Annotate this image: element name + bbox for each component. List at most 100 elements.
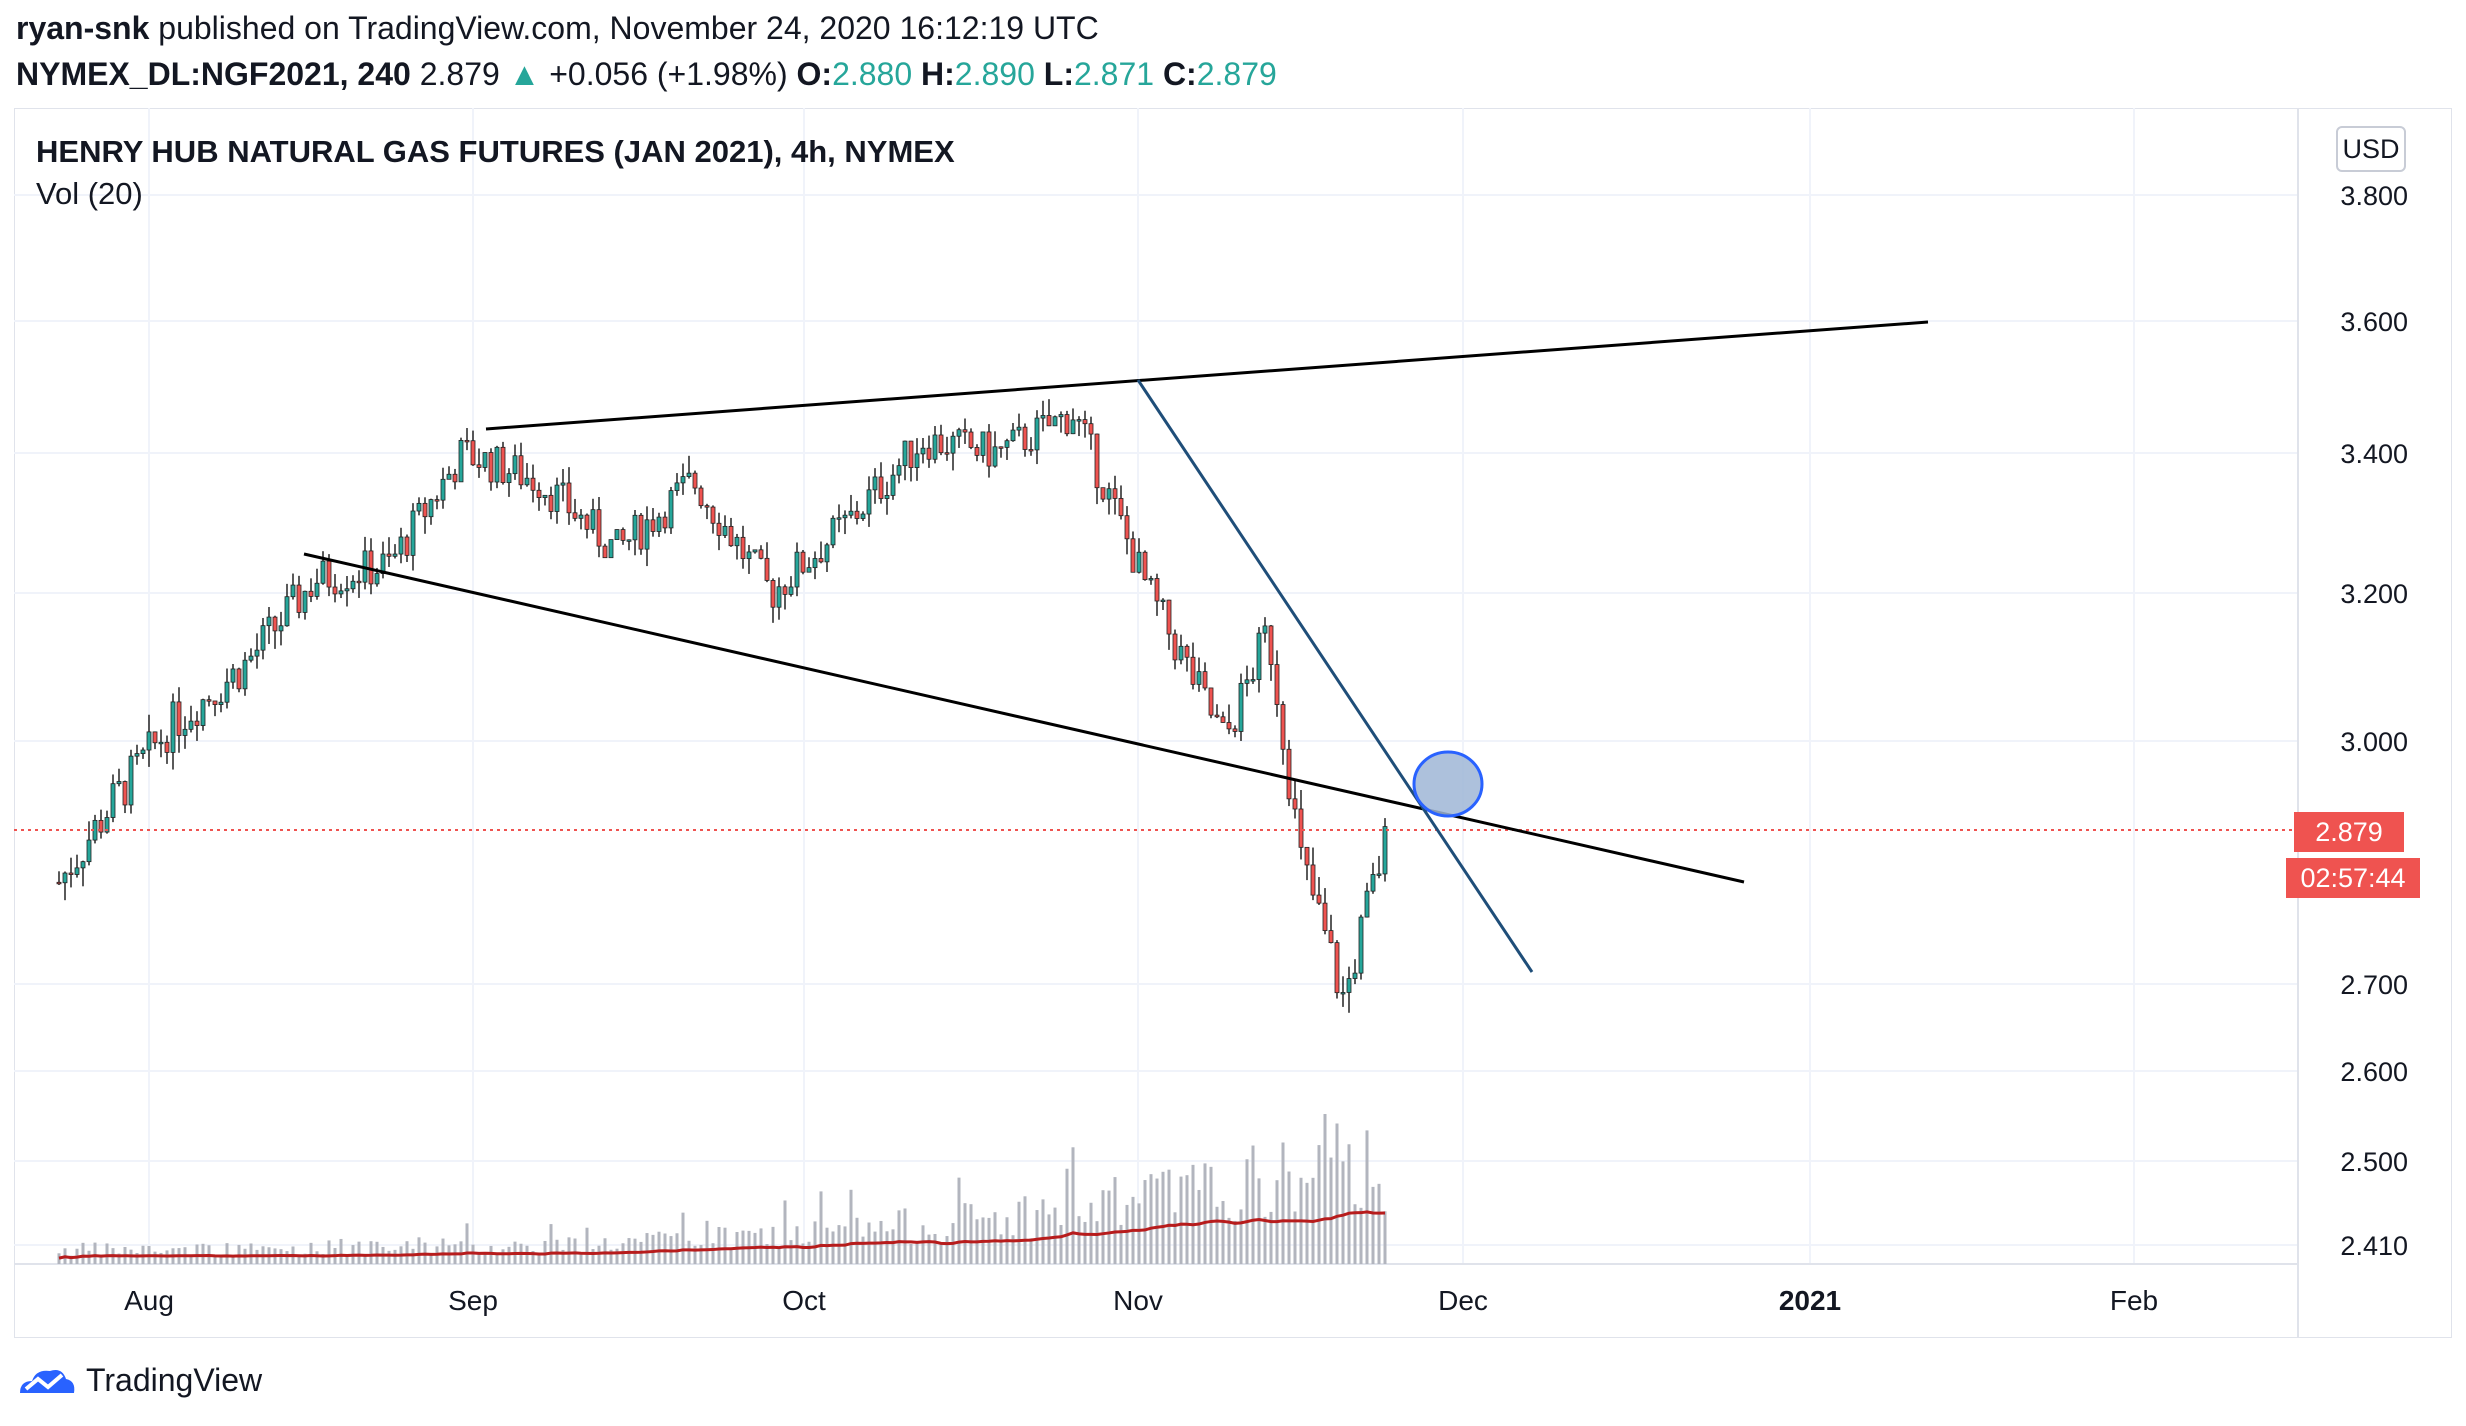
volume-bar <box>1377 1183 1381 1264</box>
candle-body <box>206 699 212 702</box>
volume-bar <box>1203 1163 1207 1264</box>
candle-body <box>776 586 782 608</box>
volume-bar <box>873 1231 877 1264</box>
chart-grid <box>14 108 2298 1264</box>
candle-body <box>104 817 110 833</box>
close-value: 2.879 <box>1196 56 1277 92</box>
candle-body <box>110 783 116 818</box>
descending-trendline[interactable] <box>1136 379 1534 973</box>
volume-bar <box>1167 1169 1171 1264</box>
candle-body <box>758 549 764 559</box>
currency-button[interactable]: USD <box>2336 126 2406 172</box>
candle-body <box>224 681 230 703</box>
volume-bar <box>1353 1204 1357 1264</box>
volume-bar <box>1269 1211 1273 1264</box>
time-axis[interactable]: Aug Sep Oct Nov Dec 2021 Feb <box>124 1285 2158 1316</box>
volume-bar <box>693 1245 697 1264</box>
candle-body <box>560 482 566 486</box>
last-price-tag: 2.879 <box>2294 812 2404 852</box>
candle-body <box>422 502 428 518</box>
candle-body <box>566 482 572 514</box>
candle-body <box>734 536 740 547</box>
candle-body <box>728 525 734 547</box>
volume-bar <box>933 1233 937 1264</box>
lower-trendline[interactable] <box>303 552 1745 884</box>
candle-body <box>428 499 434 518</box>
volume-bar <box>855 1217 859 1264</box>
candle-body <box>416 502 422 512</box>
volume-bar <box>501 1249 505 1264</box>
volume-bar <box>609 1249 613 1264</box>
volume-bar <box>117 1253 121 1264</box>
tradingview-logo[interactable]: TradingView <box>16 1362 262 1399</box>
volume-bar <box>465 1223 469 1264</box>
candle-body <box>1202 671 1208 689</box>
candle-body <box>1244 679 1250 684</box>
candle-body <box>698 487 704 507</box>
candle-body <box>1148 578 1154 581</box>
candle-body <box>626 539 632 542</box>
volume-bar <box>1197 1189 1201 1264</box>
candle-body <box>392 553 398 557</box>
volume-indicator-label[interactable]: Vol (20) <box>36 176 143 211</box>
candle-body <box>386 553 392 557</box>
volume-bar <box>1095 1221 1099 1264</box>
y-tick-label: 3.000 <box>2340 727 2408 757</box>
symbol-label: NYMEX_DL:NGF2021, 240 <box>16 56 411 92</box>
candle-body <box>302 590 308 613</box>
candle-body <box>590 509 596 530</box>
author-name[interactable]: ryan-snk <box>16 10 150 46</box>
candle-body <box>1250 679 1256 682</box>
candle-body <box>1058 414 1064 418</box>
x-tick-label: Nov <box>1113 1285 1163 1316</box>
candle-body <box>1160 599 1166 603</box>
volume-bar <box>429 1253 433 1264</box>
candle-body <box>542 494 548 498</box>
volume-bar <box>897 1210 901 1264</box>
volume-bar <box>591 1249 595 1264</box>
candle-body <box>860 513 866 519</box>
volume-bar <box>1371 1186 1375 1264</box>
candle-body <box>1094 433 1100 489</box>
candle-body <box>176 701 182 736</box>
volume-bar <box>801 1243 805 1264</box>
volume-bar <box>1149 1174 1153 1264</box>
candle-body <box>332 586 338 595</box>
candle-body <box>1340 992 1346 995</box>
volume-bar <box>1215 1206 1219 1264</box>
volume-bar <box>1023 1196 1027 1264</box>
candle-body <box>848 510 854 516</box>
candle-body <box>914 453 920 469</box>
x-tick-label: Sep <box>448 1285 498 1316</box>
candle-body <box>158 741 164 745</box>
price-chart[interactable]: 3.800 3.600 3.400 3.200 3.000 2.700 2.600 2.500… <box>14 108 2452 1338</box>
candle-body <box>662 516 668 529</box>
candle-body <box>374 573 380 585</box>
x-tick-label: Dec <box>1438 1285 1488 1316</box>
volume-bar <box>441 1238 445 1264</box>
candle-body <box>578 514 584 519</box>
volume-bar <box>585 1227 589 1264</box>
candle-body <box>98 819 104 833</box>
x-tick-label: Feb <box>2110 1285 2158 1316</box>
volume-bar <box>615 1248 619 1264</box>
upper-trendline[interactable] <box>485 320 1929 431</box>
candle-body <box>1298 808 1304 848</box>
publish-text: published on TradingView.com, November 2… <box>158 10 1099 46</box>
candle-body <box>704 505 710 508</box>
highlight-ellipse[interactable] <box>1412 750 1484 818</box>
price-axis[interactable]: 3.800 3.600 3.400 3.200 3.000 2.700 2.600 2.500… <box>2340 181 2408 1261</box>
ohlc-info: NYMEX_DL:NGF2021, 240 2.879 ▲ +0.056 (+1… <box>16 56 1277 93</box>
volume-bar <box>357 1241 361 1264</box>
candle-body <box>824 544 830 563</box>
candle-body <box>1316 894 1322 904</box>
volume-bar <box>135 1252 139 1264</box>
volume-bar <box>711 1243 715 1264</box>
volume-bar <box>915 1240 919 1264</box>
candle-body <box>350 580 356 590</box>
x-tick-label: 2021 <box>1779 1285 1841 1316</box>
volume-bar <box>891 1229 895 1264</box>
volume-bar <box>315 1251 319 1264</box>
volume-bar <box>789 1240 793 1264</box>
volume-bar <box>1125 1204 1129 1264</box>
